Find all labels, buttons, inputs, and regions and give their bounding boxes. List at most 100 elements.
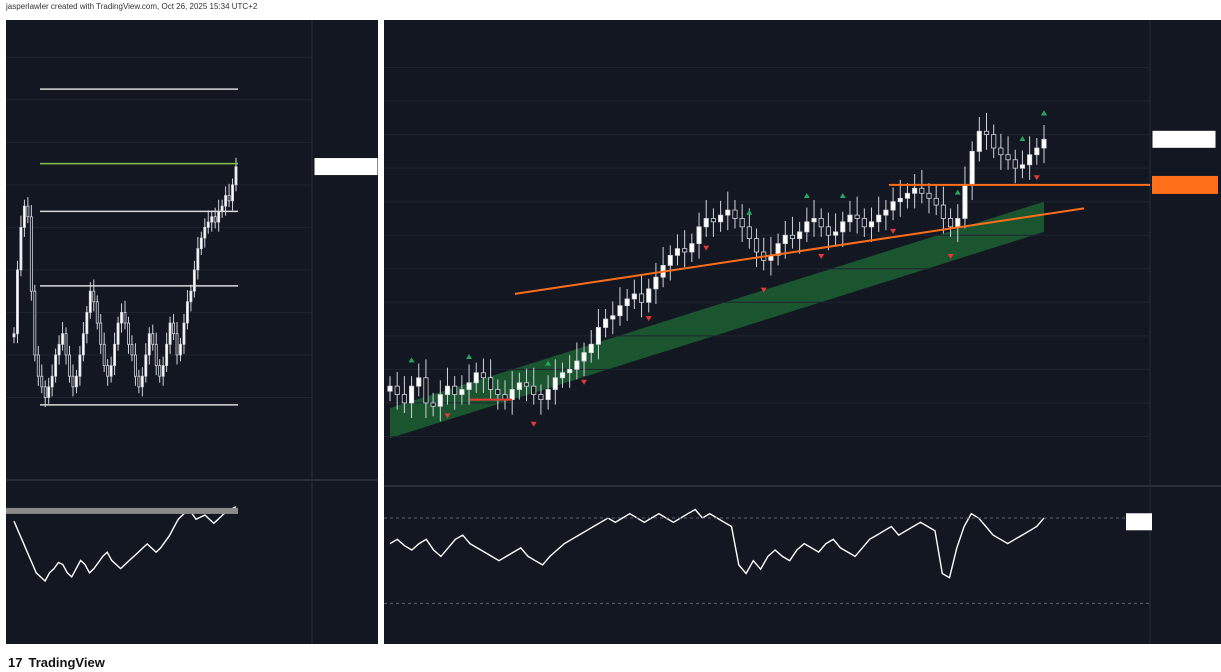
candle-body: [746, 226, 752, 239]
daily-chart-panel[interactable]: [384, 20, 1221, 644]
candle-body: [538, 394, 544, 400]
candle-body: [948, 218, 954, 228]
candle-body: [976, 130, 982, 152]
candle-body: [137, 375, 141, 388]
tradingview-footer: 17 TradingView: [8, 652, 105, 672]
last-price-badge: [1151, 129, 1217, 149]
candle-body: [610, 315, 616, 320]
candle-body: [861, 218, 867, 228]
candle-body: [123, 312, 127, 324]
candle-body: [696, 226, 702, 245]
pivot-high-marker: [466, 353, 473, 359]
candle-body: [127, 322, 130, 345]
candle-body: [998, 147, 1004, 156]
candle-body: [423, 377, 429, 404]
candle-body: [574, 360, 580, 370]
candle-body: [120, 312, 123, 324]
pivot-high-marker: [839, 192, 846, 198]
candle-body: [387, 385, 393, 392]
candle-body: [854, 214, 860, 219]
candle-body: [509, 389, 515, 400]
candle-body: [57, 343, 61, 356]
candle-body: [33, 290, 37, 356]
candle-body: [523, 382, 530, 387]
candle-body: [559, 372, 566, 379]
candle-body: [962, 184, 968, 219]
candle-body: [54, 354, 58, 377]
candle-body: [74, 375, 78, 388]
candle-body: [95, 301, 99, 324]
candle-body: [88, 290, 92, 313]
candle-body: [19, 226, 23, 271]
candle-body: [1034, 147, 1040, 156]
candle-body: [196, 248, 200, 271]
pivot-low-marker: [645, 316, 652, 322]
candle-body: [926, 192, 932, 199]
candle-body: [811, 218, 817, 223]
candle-body: [710, 218, 716, 223]
candle-body: [452, 385, 458, 395]
candle-body: [581, 352, 587, 362]
candle-body: [739, 218, 745, 228]
candle-body: [217, 211, 221, 223]
candle-body: [158, 365, 162, 377]
candle-body: [61, 333, 65, 345]
candle-body: [394, 385, 400, 395]
last-price-badge: [313, 157, 379, 177]
candle-body: [1005, 154, 1011, 161]
candle-body: [227, 195, 231, 202]
pivot-low-marker: [581, 379, 588, 385]
candle-body: [940, 204, 946, 219]
candle-body: [1027, 154, 1033, 166]
daily-chart: [384, 20, 1221, 644]
candle-body: [983, 130, 990, 136]
tradingview-brand: TradingView: [28, 654, 105, 670]
chart-credit: jasperlawler created with TradingView.co…: [6, 2, 258, 11]
weekly-chart: [6, 20, 379, 644]
candle-body: [192, 269, 196, 292]
candle-body: [106, 365, 110, 377]
candle-body: [991, 134, 997, 149]
candle-body: [897, 197, 903, 203]
candle-body: [488, 377, 494, 390]
candle-body: [224, 195, 228, 207]
candle-body: [495, 389, 501, 395]
candle-body: [638, 293, 645, 303]
candle-body: [26, 205, 30, 218]
pivot-high-marker: [954, 189, 961, 195]
pivot-low-marker: [703, 245, 710, 251]
candle-body: [789, 234, 796, 239]
candle-body: [116, 322, 120, 345]
candle-body: [179, 343, 182, 356]
rsi-label-badge: [1126, 513, 1152, 531]
candle-body: [674, 248, 681, 256]
candle-body: [883, 209, 889, 216]
candle-body: [653, 276, 659, 290]
candle-body: [165, 343, 169, 366]
candle-body: [213, 216, 217, 223]
candle-body: [71, 375, 75, 388]
candle-body: [797, 231, 803, 239]
candle-body: [199, 237, 203, 250]
candle-body: [409, 385, 415, 404]
candle-body: [732, 209, 738, 219]
candle-body: [151, 333, 155, 345]
pivot-high-marker: [408, 357, 415, 363]
candle-body: [833, 231, 839, 236]
candle-body: [603, 318, 609, 328]
candle-body: [172, 322, 176, 335]
candle-body: [64, 333, 68, 356]
pivot-low-marker: [530, 421, 537, 427]
candle-body: [168, 322, 172, 345]
weekly-chart-panel[interactable]: [6, 20, 379, 644]
candle-body: [933, 197, 939, 206]
pivot-high-marker: [746, 209, 753, 215]
candle-body: [50, 375, 54, 388]
pivot-high-marker: [1041, 110, 1047, 116]
rsi-overbought-band: [6, 507, 238, 514]
candle-body: [912, 187, 918, 194]
candle-body: [161, 365, 165, 377]
pivot-low-marker: [1033, 175, 1040, 181]
candle-body: [130, 343, 134, 356]
candle-body: [109, 365, 113, 377]
